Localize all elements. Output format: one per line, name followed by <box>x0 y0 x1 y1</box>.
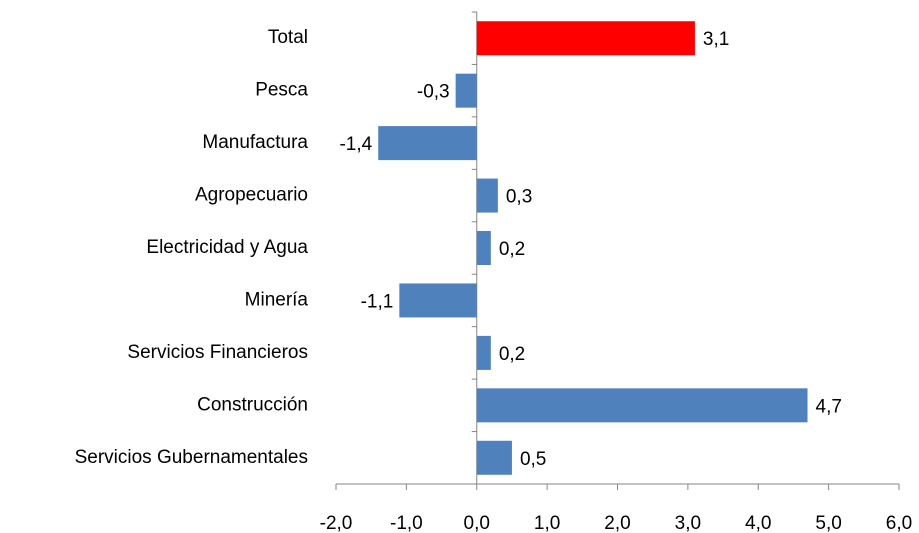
x-tick-label: 5,0 <box>815 513 841 533</box>
bar <box>476 21 695 56</box>
value-label: 0,2 <box>499 239 525 260</box>
category-label: Minería <box>245 289 309 310</box>
value-label: -1,1 <box>361 291 394 312</box>
value-label: 0,3 <box>506 187 532 208</box>
x-tick-label: 6,0 <box>886 513 912 533</box>
x-tick-label: 1,0 <box>534 513 560 533</box>
x-tick-label: -2,0 <box>320 513 353 533</box>
x-tick-label: 2,0 <box>604 513 630 533</box>
bar <box>476 440 512 475</box>
category-label: Manufactura <box>202 132 308 153</box>
bar <box>455 73 477 108</box>
category-label: Servicios Gubernamentales <box>75 447 308 468</box>
bar <box>378 126 477 161</box>
bar <box>476 335 491 370</box>
x-tick-label: 4,0 <box>745 513 771 533</box>
bar <box>476 231 491 265</box>
category-label: Construcción <box>197 394 308 415</box>
bar <box>476 178 498 213</box>
value-label: 3,1 <box>703 29 729 50</box>
value-label: 0,2 <box>499 344 525 365</box>
x-tick-label: 3,0 <box>675 513 701 533</box>
value-label: -1,4 <box>339 134 372 155</box>
category-label: Agropecuario <box>195 185 308 206</box>
bar <box>476 388 808 423</box>
value-label: 4,7 <box>816 396 842 417</box>
category-label: Total <box>268 27 308 48</box>
x-tick-label: 0,0 <box>464 513 490 533</box>
bar <box>399 283 477 318</box>
category-label: Pesca <box>255 80 308 101</box>
x-tick-label: -1,0 <box>390 513 423 533</box>
category-label: Servicios Financieros <box>127 342 308 363</box>
value-label: -0,3 <box>417 82 450 103</box>
value-label: 0,5 <box>520 449 546 470</box>
category-label: Electricidad y Agua <box>146 237 308 258</box>
